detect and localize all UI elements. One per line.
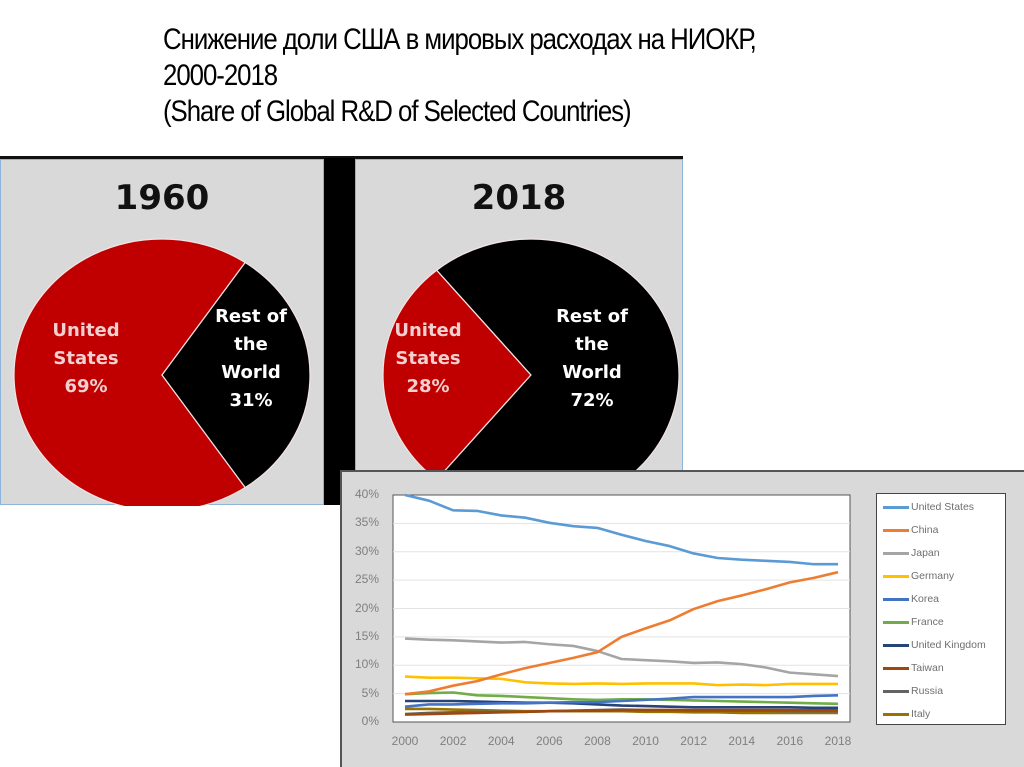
y-tick-label: 30% xyxy=(354,543,379,558)
x-tick-label: 2008 xyxy=(584,734,611,748)
legend-item-taiwan: Taiwan xyxy=(883,660,944,676)
legend-swatch xyxy=(883,620,909,624)
legend-swatch xyxy=(883,528,909,532)
pie-slice-united-states xyxy=(13,238,247,506)
legend-item-japan: Japan xyxy=(883,545,940,561)
pie-year-1960: 1960 xyxy=(114,178,210,218)
legend-swatch xyxy=(883,597,909,601)
legend-item-italy: Italy xyxy=(883,706,930,722)
legend-label: Korea xyxy=(911,593,940,605)
legend-swatch xyxy=(883,689,909,693)
y-tick-label: 35% xyxy=(354,515,379,530)
legend-swatch xyxy=(883,666,909,670)
series-line-taiwan xyxy=(404,708,838,716)
pie-year-2018: 2018 xyxy=(471,178,567,218)
legend-swatch xyxy=(883,505,909,509)
pie-slice-rest-of-world xyxy=(161,261,311,489)
x-tick-label: 2016 xyxy=(776,734,804,748)
series-line-germany xyxy=(404,675,838,687)
x-tick-label: 2014 xyxy=(728,734,756,748)
legend-item-france: France xyxy=(883,614,944,630)
pie-slice-united-states xyxy=(382,269,532,472)
pie-label-us-2018: United States 28% xyxy=(394,320,462,397)
x-tick-label: 2002 xyxy=(439,734,467,748)
legend-item-korea: Korea xyxy=(883,591,939,607)
x-tick-label: 2018 xyxy=(824,734,852,748)
legend-swatch xyxy=(883,574,909,578)
y-tick-label: 40% xyxy=(354,487,379,501)
series-line-korea xyxy=(404,694,839,708)
legend-label: China xyxy=(911,524,939,536)
title-line-3: (Share of Global R&D of Selected Countri… xyxy=(163,95,632,128)
title-line-2: 2000-2018 xyxy=(163,59,278,92)
legend-label: France xyxy=(911,616,944,628)
chart-legend: United States China Japan Germany Korea Franc… xyxy=(876,493,1006,725)
pie-panels-top-border xyxy=(0,156,683,159)
legend-label: Germany xyxy=(911,570,955,582)
legend-item-united-states: United States xyxy=(883,499,974,515)
series-line-japan xyxy=(404,637,839,678)
legend-label: Japan xyxy=(911,547,940,559)
pie-label-rest-2018: Rest of the World 72% xyxy=(556,306,628,411)
series-line-united-kingdom xyxy=(405,699,838,710)
legend-item-china: China xyxy=(883,522,938,538)
pie-slice-rest-of-world xyxy=(435,238,680,472)
x-tick-label: 2012 xyxy=(680,734,707,748)
pie-panel-2018: 2018 United States 28% Rest of the World… xyxy=(355,159,683,472)
legend-label: Russia xyxy=(911,685,944,697)
series-line-france xyxy=(404,691,839,706)
y-tick-label: 15% xyxy=(354,628,379,643)
legend-label: Taiwan xyxy=(911,662,944,674)
y-tick-label: 0% xyxy=(361,714,379,728)
pie-chart-2018 xyxy=(382,238,680,472)
legend-label: Italy xyxy=(911,708,931,720)
pie-panel-1960: 1960 United States 69% Rest of the World… xyxy=(0,159,324,506)
slide-title: Снижение доли США в мировых расходах на … xyxy=(163,22,757,130)
legend-item-russia: Russia xyxy=(883,683,943,699)
y-tick-label: 10% xyxy=(354,657,379,672)
legend-swatch xyxy=(883,712,909,716)
legend-swatch xyxy=(883,643,909,647)
y-tick-label: 20% xyxy=(354,600,379,615)
y-tick-label: 5% xyxy=(361,685,379,700)
pie-label-us-1960: United States 69% xyxy=(52,320,120,397)
x-tick-label: 2004 xyxy=(487,734,515,748)
legend-item-germany: Germany xyxy=(883,568,954,584)
series-line-united-states xyxy=(404,493,838,566)
panel-separator xyxy=(324,158,355,505)
legend-item-united-kingdom: United Kingdom xyxy=(883,637,986,653)
legend-label: United States xyxy=(911,501,975,513)
series-line-china xyxy=(404,570,839,696)
pie-label-rest-1960: Rest of the World 31% xyxy=(215,306,287,411)
x-tick-label: 2000 xyxy=(391,734,419,748)
x-tick-label: 2010 xyxy=(632,734,659,748)
legend-swatch xyxy=(883,551,909,555)
x-tick-label: 2006 xyxy=(535,734,563,748)
y-tick-label: 25% xyxy=(354,572,379,587)
legend-label: United Kingdom xyxy=(911,639,986,651)
pie-chart-1960 xyxy=(13,238,311,506)
title-line-1: Снижение доли США в мировых расходах на … xyxy=(163,23,757,56)
